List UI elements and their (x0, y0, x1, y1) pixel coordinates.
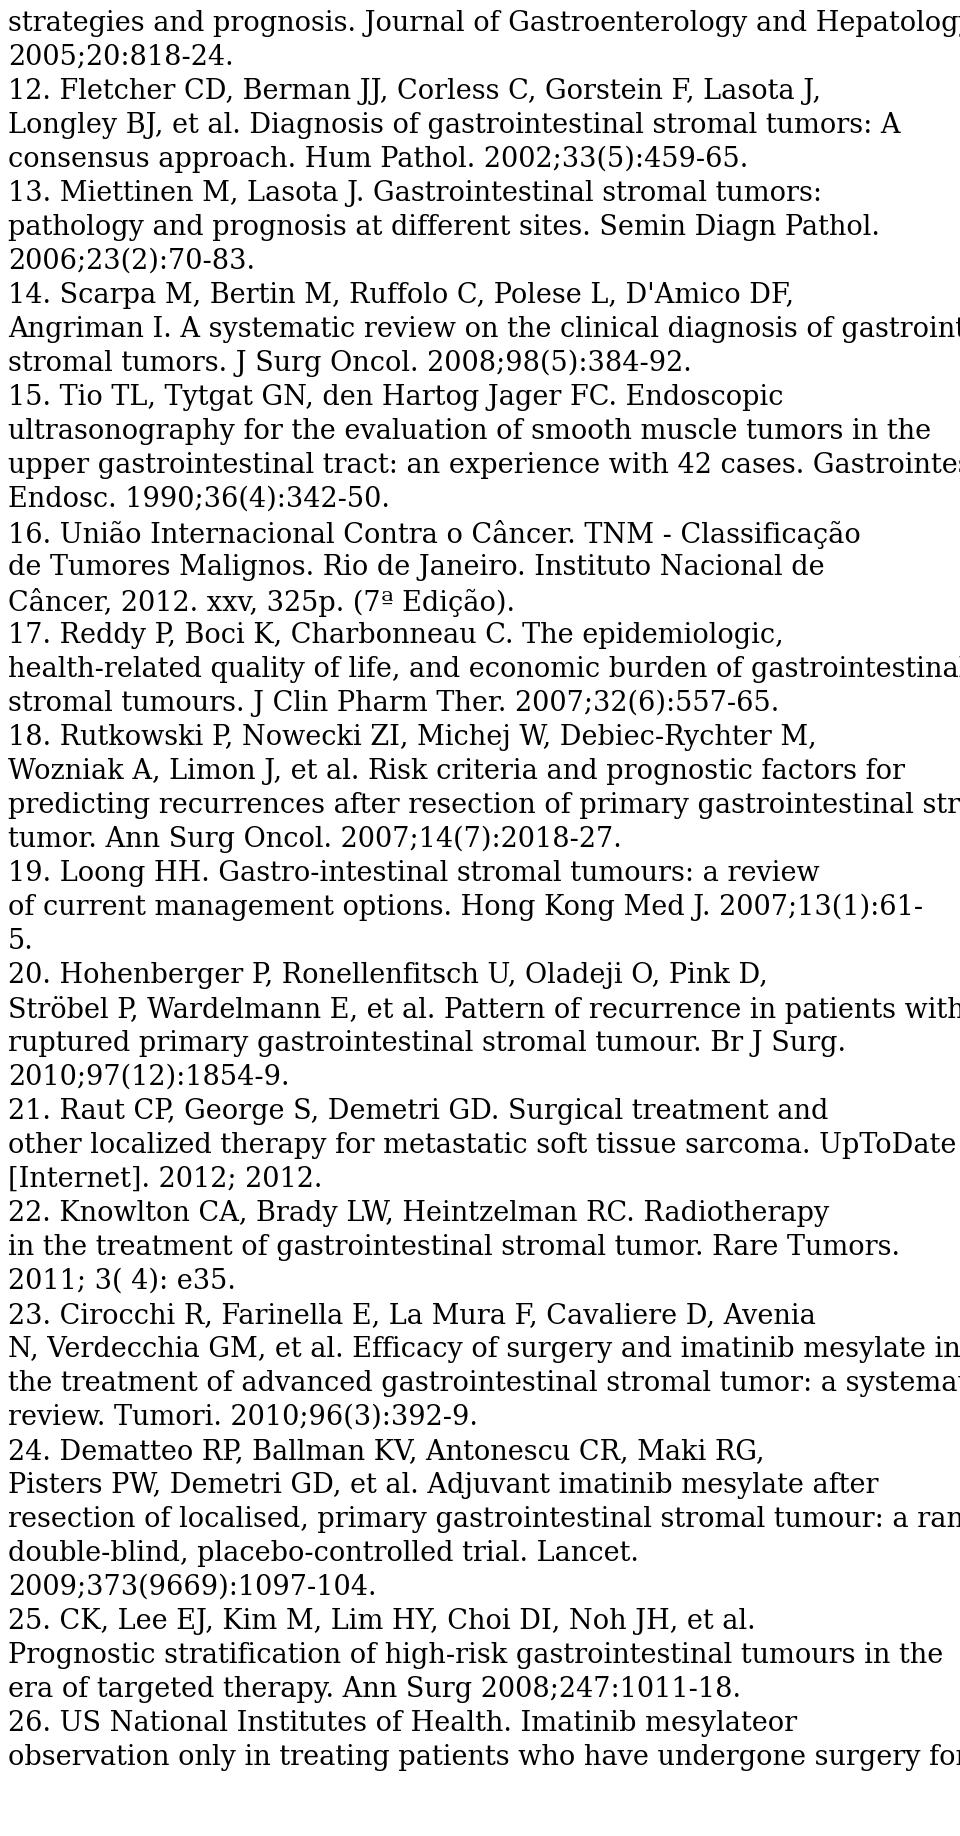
Text: 23. Cirocchi R, Farinella E, La Mura F, Cavaliere D, Avenia: 23. Cirocchi R, Farinella E, La Mura F, … (8, 1302, 816, 1329)
Text: Ströbel P, Wardelmann E, et al. Pattern of recurrence in patients with: Ströbel P, Wardelmann E, et al. Pattern … (8, 995, 960, 1024)
Text: strategies and prognosis. Journal of Gastroenterology and Hepatology.: strategies and prognosis. Journal of Gas… (8, 9, 960, 37)
Text: de Tumores Malignos. Rio de Janeiro. Instituto Nacional de: de Tumores Malignos. Rio de Janeiro. Ins… (8, 554, 825, 580)
Text: 2010;97(12):1854-9.: 2010;97(12):1854-9. (8, 1065, 290, 1091)
Text: 20. Hohenberger P, Ronellenfitsch U, Oladeji O, Pink D,: 20. Hohenberger P, Ronellenfitsch U, Ola… (8, 962, 768, 990)
Text: Câncer, 2012. xxv, 325p. (7ª Edição).: Câncer, 2012. xxv, 325p. (7ª Edição). (8, 588, 515, 617)
Text: 5.: 5. (8, 927, 34, 955)
Text: Endosc. 1990;36(4):342-50.: Endosc. 1990;36(4):342-50. (8, 487, 390, 512)
Text: pathology and prognosis at different sites. Semin Diagn Pathol.: pathology and prognosis at different sit… (8, 215, 880, 241)
Text: 14. Scarpa M, Bertin M, Ruffolo C, Polese L, D'Amico DF,: 14. Scarpa M, Bertin M, Ruffolo C, Poles… (8, 283, 794, 308)
Text: tumor. Ann Surg Oncol. 2007;14(7):2018-27.: tumor. Ann Surg Oncol. 2007;14(7):2018-2… (8, 826, 622, 854)
Text: ruptured primary gastrointestinal stromal tumour. Br J Surg.: ruptured primary gastrointestinal stroma… (8, 1030, 846, 1058)
Text: upper gastrointestinal tract: an experience with 42 cases. Gastrointest: upper gastrointestinal tract: an experie… (8, 452, 960, 479)
Text: ultrasonography for the evaluation of smooth muscle tumors in the: ultrasonography for the evaluation of sm… (8, 419, 931, 444)
Text: 22. Knowlton CA, Brady LW, Heintzelman RC. Radiotherapy: 22. Knowlton CA, Brady LW, Heintzelman R… (8, 1201, 829, 1226)
Text: Longley BJ, et al. Diagnosis of gastrointestinal stromal tumors: A: Longley BJ, et al. Diagnosis of gastroin… (8, 112, 900, 140)
Text: N, Verdecchia GM, et al. Efficacy of surgery and imatinib mesylate in: N, Verdecchia GM, et al. Efficacy of sur… (8, 1337, 960, 1362)
Text: 19. Loong HH. Gastro-intestinal stromal tumours: a review: 19. Loong HH. Gastro-intestinal stromal … (8, 859, 820, 887)
Text: 18. Rutkowski P, Nowecki ZI, Michej W, Debiec-Rychter M,: 18. Rutkowski P, Nowecki ZI, Michej W, D… (8, 723, 817, 751)
Text: in the treatment of gastrointestinal stromal tumor. Rare Tumors.: in the treatment of gastrointestinal str… (8, 1234, 900, 1261)
Text: 2005;20:818-24.: 2005;20:818-24. (8, 44, 233, 72)
Text: Angriman I. A systematic review on the clinical diagnosis of gastrointestinal: Angriman I. A systematic review on the c… (8, 316, 960, 343)
Text: 26. US National Institutes of Health. Imatinib mesylateor: 26. US National Institutes of Health. Im… (8, 1709, 797, 1737)
Text: 12. Fletcher CD, Berman JJ, Corless C, Gorstein F, Lasota J,: 12. Fletcher CD, Berman JJ, Corless C, G… (8, 77, 821, 105)
Text: 16. União Internacional Contra o Câncer. TNM - Classificação: 16. União Internacional Contra o Câncer.… (8, 520, 861, 549)
Text: review. Tumori. 2010;96(3):392-9.: review. Tumori. 2010;96(3):392-9. (8, 1405, 478, 1430)
Text: the treatment of advanced gastrointestinal stromal tumor: a systematic: the treatment of advanced gastrointestin… (8, 1370, 960, 1397)
Text: double-blind, placebo-controlled trial. Lancet.: double-blind, placebo-controlled trial. … (8, 1540, 638, 1566)
Text: 13. Miettinen M, Lasota J. Gastrointestinal stromal tumors:: 13. Miettinen M, Lasota J. Gastrointesti… (8, 180, 822, 207)
Text: health-related quality of life, and economic burden of gastrointestinal: health-related quality of life, and econ… (8, 655, 960, 683)
Text: [Internet]. 2012; 2012.: [Internet]. 2012; 2012. (8, 1166, 323, 1193)
Text: predicting recurrences after resection of primary gastrointestinal stromal: predicting recurrences after resection o… (8, 791, 960, 819)
Text: 25. CK, Lee EJ, Kim M, Lim HY, Choi DI, Noh JH, et al.: 25. CK, Lee EJ, Kim M, Lim HY, Choi DI, … (8, 1608, 756, 1636)
Text: stromal tumours. J Clin Pharm Ther. 2007;32(6):557-65.: stromal tumours. J Clin Pharm Ther. 2007… (8, 690, 780, 718)
Text: Pisters PW, Demetri GD, et al. Adjuvant imatinib mesylate after: Pisters PW, Demetri GD, et al. Adjuvant … (8, 1472, 878, 1498)
Text: of current management options. Hong Kong Med J. 2007;13(1):61-: of current management options. Hong Kong… (8, 894, 924, 922)
Text: Prognostic stratification of high-risk gastrointestinal tumours in the: Prognostic stratification of high-risk g… (8, 1641, 944, 1669)
Text: 2011; 3( 4): e35.: 2011; 3( 4): e35. (8, 1269, 236, 1294)
Text: stromal tumors. J Surg Oncol. 2008;98(5):384-92.: stromal tumors. J Surg Oncol. 2008;98(5)… (8, 351, 692, 378)
Text: other localized therapy for metastatic soft tissue sarcoma. UpToDate: other localized therapy for metastatic s… (8, 1133, 956, 1159)
Text: era of targeted therapy. Ann Surg 2008;247:1011-18.: era of targeted therapy. Ann Surg 2008;2… (8, 1676, 741, 1704)
Text: 21. Raut CP, George S, Demetri GD. Surgical treatment and: 21. Raut CP, George S, Demetri GD. Surgi… (8, 1098, 828, 1125)
Text: observation only in treating patients who have undergone surgery for: observation only in treating patients wh… (8, 1744, 960, 1772)
Text: resection of localised, primary gastrointestinal stromal tumour: a randomised,: resection of localised, primary gastroin… (8, 1506, 960, 1533)
Text: 17. Reddy P, Boci K, Charbonneau C. The epidemiologic,: 17. Reddy P, Boci K, Charbonneau C. The … (8, 622, 783, 648)
Text: 15. Tio TL, Tytgat GN, den Hartog Jager FC. Endoscopic: 15. Tio TL, Tytgat GN, den Hartog Jager … (8, 384, 783, 411)
Text: 2006;23(2):70-83.: 2006;23(2):70-83. (8, 248, 255, 275)
Text: 24. Dematteo RP, Ballman KV, Antonescu CR, Maki RG,: 24. Dematteo RP, Ballman KV, Antonescu C… (8, 1438, 764, 1465)
Text: Wozniak A, Limon J, et al. Risk criteria and prognostic factors for: Wozniak A, Limon J, et al. Risk criteria… (8, 758, 905, 786)
Text: consensus approach. Hum Pathol. 2002;33(5):459-65.: consensus approach. Hum Pathol. 2002;33(… (8, 147, 748, 173)
Text: 2009;373(9669):1097-104.: 2009;373(9669):1097-104. (8, 1573, 376, 1601)
